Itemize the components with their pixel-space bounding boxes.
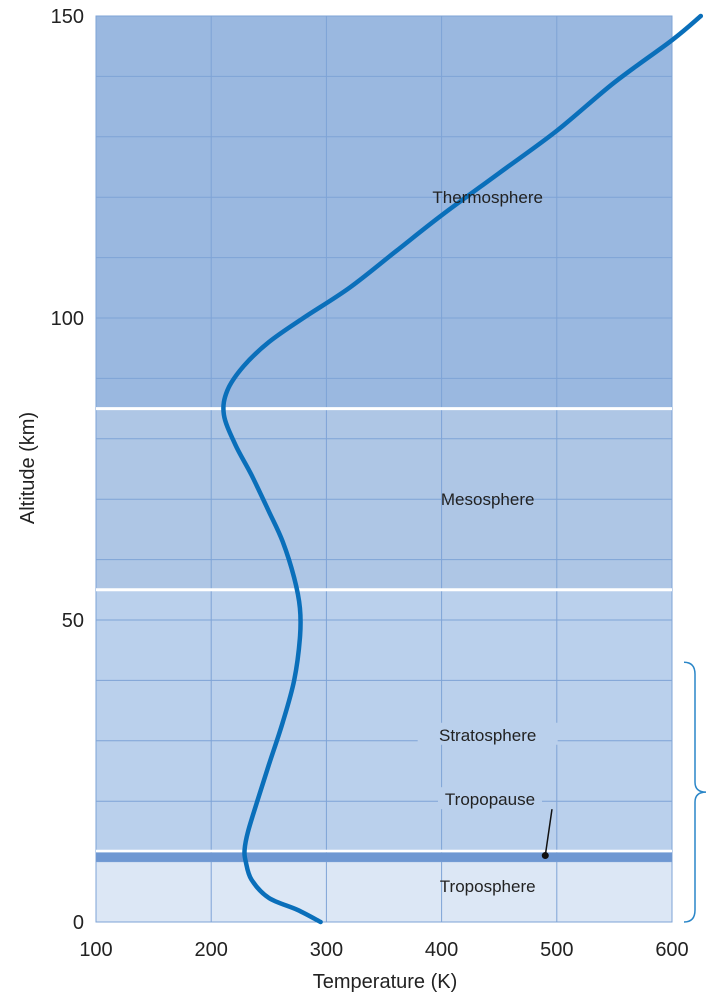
y-tick-label: 100	[51, 308, 84, 330]
temperature-profile-line	[221, 13, 704, 925]
layer-label-thermosphere: Thermosphere	[432, 188, 543, 207]
range-bracket	[683, 661, 707, 923]
x-axis-title: Temperature (K)	[313, 971, 458, 993]
x-tick-label: 600	[655, 939, 688, 961]
annotation-leader-line	[544, 809, 553, 856]
y-axis-title: Altitude (km)	[17, 412, 39, 524]
layer-band-stratosphere	[96, 589, 672, 856]
grid	[95, 15, 673, 923]
annotation-backdrop	[437, 787, 542, 810]
x-axis-ticks: 100 200 300 400 500 600	[79, 939, 688, 961]
x-tick-label: 400	[425, 939, 458, 961]
y-axis-ticks: 0 50 100 150	[51, 6, 84, 934]
y-tick-label: 150	[51, 6, 84, 28]
annotation-point	[541, 852, 549, 860]
y-tick-label: 0	[73, 912, 84, 934]
layer-band-thermosphere	[96, 16, 672, 409]
layer-boundaries	[96, 407, 672, 862]
layer-label-mesosphere: Mesosphere	[441, 490, 535, 509]
x-tick-label: 300	[310, 939, 343, 961]
y-tick-label: 50	[62, 610, 84, 632]
layer-label-stratosphere: Stratosphere	[439, 726, 536, 745]
plot-frame	[95, 15, 673, 923]
layer-band-troposphere	[96, 855, 672, 922]
layer-label-troposphere: Troposphere	[440, 877, 536, 896]
tropopause-band	[96, 852, 672, 862]
tropopause-annotation: Tropopause	[445, 790, 535, 809]
series	[221, 13, 704, 925]
atmosphere-layers	[96, 16, 672, 922]
label-backdrop	[417, 722, 558, 745]
layer-labels: Thermosphere Mesosphere Stratosphere Tropos…	[417, 188, 558, 896]
x-tick-label: 200	[195, 939, 228, 961]
x-tick-label: 500	[540, 939, 573, 961]
x-tick-label: 100	[79, 939, 112, 961]
annotations: Tropopause	[437, 787, 553, 860]
